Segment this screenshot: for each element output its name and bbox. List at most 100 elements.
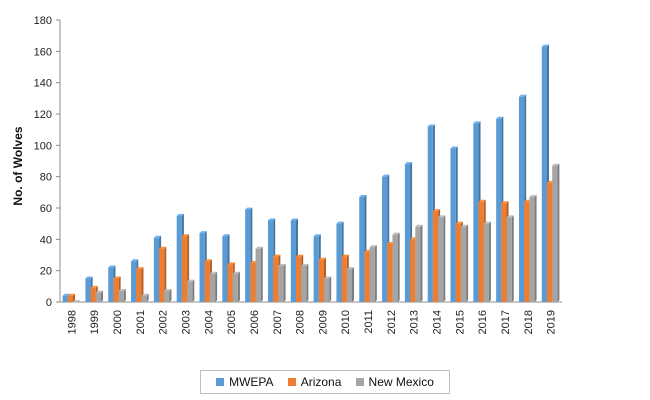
x-tick-label-2018: 2018 [523, 310, 535, 334]
bar-side-new-mexico-2001 [146, 293, 149, 302]
bar-top-new-mexico-2013 [415, 224, 423, 227]
bar-top-new-mexico-2002 [164, 289, 172, 292]
x-tick-label-2008: 2008 [295, 310, 307, 334]
bar-top-new-mexico-2017 [506, 215, 514, 218]
legend-label: New Mexico [368, 375, 434, 389]
bar-top-arizona-2000 [113, 276, 121, 279]
bars-layer [62, 44, 560, 303]
bar-top-new-mexico-2003 [187, 279, 195, 282]
bar-top-new-mexico-2018 [529, 195, 537, 198]
bar-arizona-2002 [159, 248, 165, 302]
bar-top-arizona-2009 [318, 257, 327, 260]
x-tick-label-1998: 1998 [66, 310, 78, 334]
bar-top-new-mexico-2004 [209, 271, 218, 274]
bar-side-new-mexico-2011 [374, 245, 377, 302]
bar-top-mwepa-2011 [359, 195, 367, 198]
bar-top-mwepa-2014 [427, 124, 435, 127]
bar-mwepa-2014 [427, 126, 433, 303]
bar-side-new-mexico-2002 [169, 289, 172, 302]
bar-top-arizona-2002 [159, 246, 167, 249]
bar-mwepa-2006 [245, 209, 251, 302]
legend-item-arizona: Arizona [287, 375, 341, 389]
bar-mwepa-2001 [131, 261, 137, 302]
bar-mwepa-2010 [336, 223, 342, 302]
bar-top-arizona-2015 [455, 221, 463, 224]
bar-side-arizona-1998 [73, 293, 76, 302]
y-tick-label: 20 [40, 266, 52, 278]
bar-side-new-mexico-2005 [237, 271, 240, 302]
bar-top-mwepa-2002 [153, 235, 162, 238]
bar-new-mexico-2012 [392, 234, 398, 302]
bar-side-new-mexico-2006 [260, 246, 263, 302]
bar-new-mexico-2006 [255, 248, 261, 302]
bar-top-mwepa-2018 [518, 94, 527, 97]
bar-top-new-mexico-2008 [301, 263, 309, 266]
bar-mwepa-2002 [153, 237, 160, 302]
y-tick-label: 80 [40, 172, 52, 184]
x-tick-label-2015: 2015 [454, 310, 466, 334]
bar-arizona-1999 [90, 287, 96, 302]
bar-top-arizona-2016 [478, 199, 486, 202]
x-tick-label-2001: 2001 [135, 310, 147, 334]
bar-arizona-2009 [318, 259, 325, 302]
legend-swatch [287, 378, 296, 386]
bar-side-new-mexico-2010 [352, 267, 355, 302]
y-tick-label: 60 [40, 203, 52, 215]
y-tick-label: 140 [34, 78, 52, 90]
y-tick-label: 0 [46, 297, 52, 309]
bar-top-new-mexico-2005 [232, 271, 240, 274]
bar-arizona-2013 [410, 239, 416, 302]
bar-top-arizona-2005 [227, 262, 235, 265]
bar-side-new-mexico-2018 [534, 195, 537, 302]
y-tick-label: 40 [40, 234, 52, 246]
bar-top-arizona-1999 [90, 285, 98, 288]
x-tick-label-2011: 2011 [363, 310, 375, 334]
bar-side-new-mexico-2003 [192, 279, 195, 302]
bar-top-new-mexico-2010 [346, 267, 355, 270]
bar-mwepa-2004 [199, 233, 205, 302]
bar-top-new-mexico-2016 [483, 221, 491, 224]
bar-new-mexico-2010 [346, 269, 353, 302]
bar-new-mexico-2004 [209, 273, 216, 302]
bar-top-new-mexico-2009 [324, 276, 332, 279]
bar-top-mwepa-2008 [290, 218, 298, 221]
bar-side-new-mexico-2008 [306, 263, 309, 302]
bar-side-new-mexico-2013 [420, 224, 423, 302]
bar-side-new-mexico-2019 [557, 163, 560, 302]
bar-top-mwepa-2001 [131, 259, 139, 262]
x-tick-label-2017: 2017 [500, 310, 512, 334]
bar-top-mwepa-2003 [176, 213, 184, 216]
bar-mwepa-2012 [382, 176, 388, 302]
bar-new-mexico-2002 [164, 291, 170, 302]
legend-item-mwepa: MWEPA [216, 375, 274, 389]
bar-top-mwepa-2005 [222, 234, 230, 237]
legend-swatch [216, 378, 225, 386]
bar-top-mwepa-2004 [199, 231, 207, 234]
bar-side-arizona-2001 [141, 267, 144, 302]
bar-side-new-mexico-2000 [123, 289, 126, 302]
x-tick-label-1999: 1999 [89, 310, 101, 334]
bar-top-new-mexico-2011 [369, 245, 377, 248]
bar-top-mwepa-2006 [245, 207, 253, 210]
bar-arizona-2010 [341, 256, 347, 302]
bar-arizona-2004 [204, 261, 210, 302]
bar-side-new-mexico-2004 [215, 271, 218, 302]
bar-top-arizona-2010 [341, 254, 349, 257]
x-tick-label-2007: 2007 [272, 310, 284, 334]
bar-mwepa-2005 [222, 236, 228, 302]
x-tick-label-2010: 2010 [340, 310, 352, 334]
bar-top-new-mexico-2015 [460, 224, 469, 227]
bar-mwepa-2019 [541, 46, 547, 303]
bar-top-arizona-2001 [136, 267, 144, 270]
bar-new-mexico-2000 [118, 291, 124, 302]
bar-mwepa-1999 [85, 278, 91, 302]
bar-side-new-mexico-2015 [466, 224, 469, 302]
bar-new-mexico-2008 [301, 265, 307, 302]
bar-new-mexico-2005 [232, 273, 238, 302]
bar-mwepa-2009 [313, 236, 319, 302]
bar-mwepa-2011 [359, 197, 365, 302]
bar-new-mexico-2007 [278, 265, 284, 302]
bar-new-mexico-2011 [369, 247, 375, 302]
bar-arizona-2003 [181, 236, 188, 302]
